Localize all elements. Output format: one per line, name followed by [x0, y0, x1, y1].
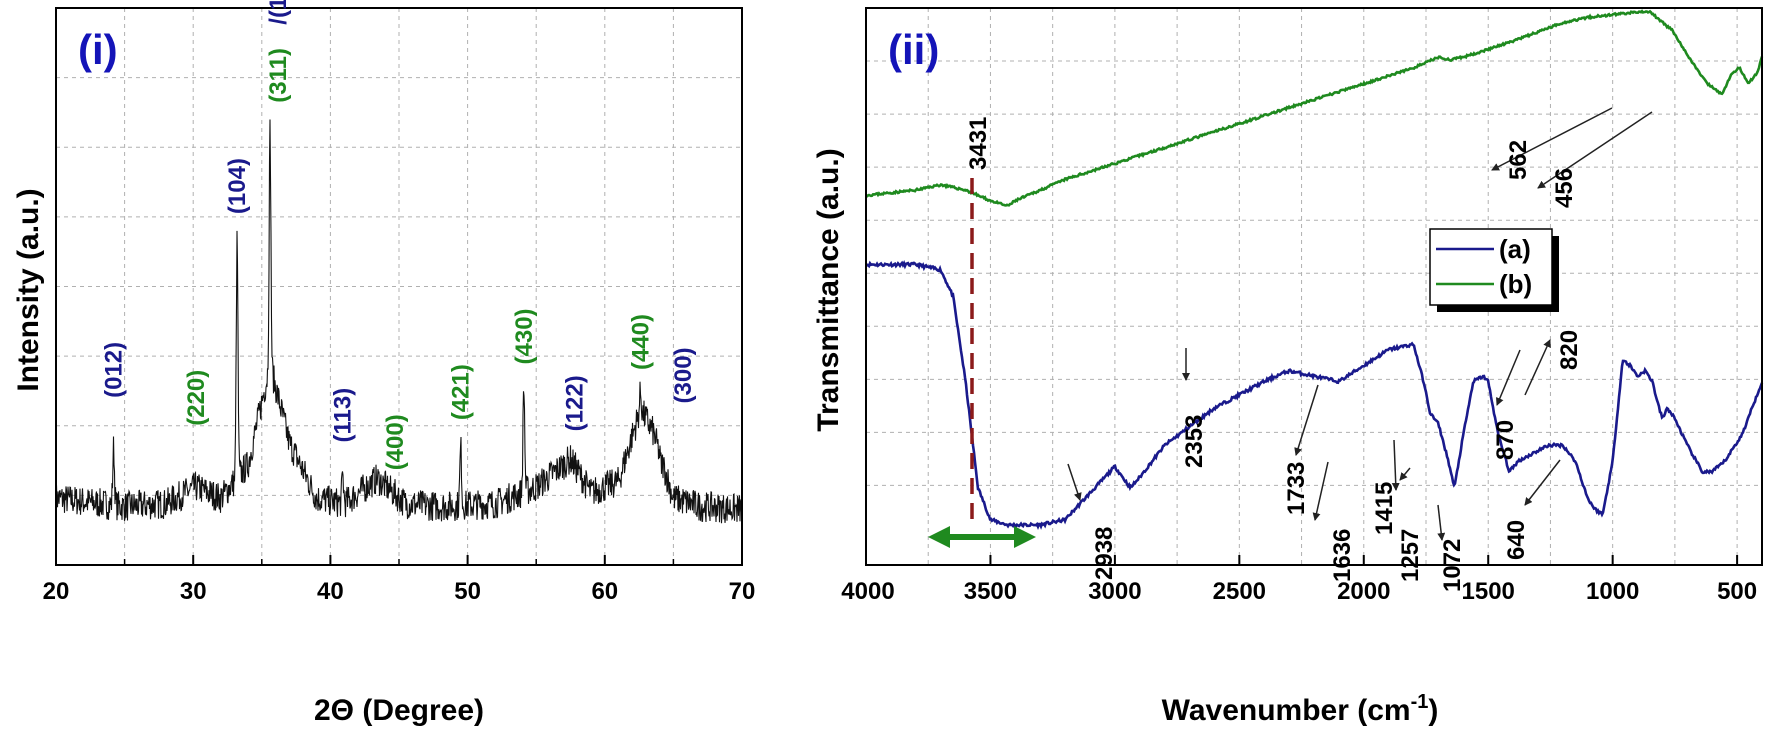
ftir-annotation-label: 640	[1503, 520, 1530, 560]
ftir-x-tick-label: 1500	[1462, 578, 1515, 605]
ftir-annotation-label: 3431	[965, 117, 992, 170]
xrd-peak-label: /(110)	[265, 0, 292, 25]
ftir-x-label-main: Wavenumber (cm	[1162, 694, 1411, 727]
xrd-y-axis-label: Intensity (a.u.)	[12, 188, 45, 391]
ftir-annotation-arrow	[1391, 439, 1400, 491]
xrd-peak-label: (430)	[511, 308, 538, 364]
xrd-peak-label: (421)	[448, 364, 475, 420]
ftir-x-tick-label: 2500	[1213, 578, 1266, 605]
ftir-x-tick-label: 2000	[1337, 578, 1390, 605]
xrd-x-tick-label: 40	[317, 578, 344, 605]
ftir-bandwidth-arrow	[928, 526, 1036, 548]
xrd-peak-label: (300)	[670, 347, 697, 403]
ftir-panel: 4000 3500 3000 2500 2000 1500 1000 500 (ii) Wav…	[812, 7, 1764, 727]
ftir-x-tick-label: 4000	[841, 578, 894, 605]
xrd-x-tick-label: 60	[591, 578, 618, 605]
ftir-annotation-arrow	[1437, 504, 1446, 541]
ftir-panel-label: (ii)	[888, 26, 939, 73]
ftir-series-a	[864, 259, 1764, 531]
ftir-annotation-label: 1636	[1329, 529, 1356, 582]
ftir-x-label-end: )	[1428, 694, 1438, 727]
ftir-x-tick-label: 500	[1717, 578, 1757, 605]
xrd-x-tick-label: 50	[454, 578, 481, 605]
ftir-annotation-label: 1733	[1283, 462, 1310, 515]
xrd-peak-label: (311)	[265, 48, 292, 103]
xrd-peak-label: (113)	[330, 388, 357, 443]
ftir-annotation-label: 1257	[1397, 529, 1424, 582]
xrd-x-tick-label: 20	[43, 578, 70, 605]
ftir-y-axis-label: Transmittance (a.u.)	[812, 148, 845, 431]
ftir-annotation-label: 1072	[1439, 539, 1466, 592]
legend-box	[1429, 228, 1553, 306]
ftir-annotation-label: 2353	[1181, 415, 1208, 468]
ftir-annotation-label: 456	[1551, 168, 1578, 208]
ftir-annotation-arrow	[1491, 107, 1613, 171]
ftir-axes-frame	[865, 7, 1763, 566]
legend-label-b: (b)	[1499, 269, 1532, 299]
xrd-trace	[55, 119, 743, 524]
ftir-annotation-arrow	[1294, 384, 1319, 456]
ftir-annotation-label: 562	[1505, 140, 1532, 180]
ftir-annotation-arrow	[1537, 111, 1653, 189]
ftir-annotation-arrow	[1399, 467, 1411, 481]
bandwidth-arrow-left-head	[928, 526, 950, 548]
ftir-x-tick-label: 3500	[964, 578, 1017, 605]
ftir-grid	[866, 8, 1762, 565]
xrd-grid	[56, 8, 742, 565]
ftir-x-label-sup: -1	[1411, 691, 1429, 713]
xrd-peak-labels: (012) (220) (104) (311) /(110) (113) (400) (421…	[101, 0, 697, 470]
ftir-x-tick-label: 3000	[1088, 578, 1141, 605]
ftir-annotation-arrow	[1524, 459, 1561, 506]
ftir-legend: (a) (b)	[1429, 228, 1559, 312]
ftir-series-b	[865, 9, 1764, 207]
ftir-x-ticks: 4000 3500 3000 2500 2000 1500 1000 500	[841, 555, 1757, 605]
xrd-x-tick-label: 70	[729, 578, 756, 605]
bandwidth-arrow-right-head	[1014, 526, 1036, 548]
xrd-peak-label: (012)	[101, 342, 128, 398]
ftir-annotation-arrow	[1312, 461, 1329, 521]
xrd-panel-label: (i)	[78, 26, 118, 73]
xrd-x-ticks: 20 30 40 50 60 70	[43, 555, 756, 605]
legend-label-a: (a)	[1499, 234, 1531, 264]
xrd-peak-label: (220)	[183, 370, 210, 426]
ftir-annotation-label: 1415	[1371, 482, 1398, 535]
ftir-annotation-arrow	[1496, 349, 1521, 406]
ftir-annotation-arrow	[1524, 339, 1551, 396]
xrd-panel: 20 30 40 50 60 70 (i) 2Θ (Degree) Intensity (…	[12, 0, 755, 727]
xrd-peak-label: (440)	[627, 314, 654, 370]
ftir-annotation-label: 820	[1556, 330, 1583, 370]
xrd-peak-label: (122)	[562, 375, 589, 431]
ftir-x-axis-label: Wavenumber (cm-1)	[1162, 691, 1439, 727]
ftir-annotation-arrow	[1067, 463, 1082, 501]
xrd-peak-label: (400)	[382, 414, 409, 470]
xrd-x-tick-label: 30	[180, 578, 207, 605]
ftir-annotation-label: 2938	[1091, 527, 1118, 580]
xrd-x-axis-label: 2Θ (Degree)	[314, 694, 484, 727]
ftir-annotation-label: 870	[1492, 420, 1519, 460]
ftir-x-tick-label: 1000	[1586, 578, 1639, 605]
xrd-peak-label: (104)	[224, 158, 251, 214]
